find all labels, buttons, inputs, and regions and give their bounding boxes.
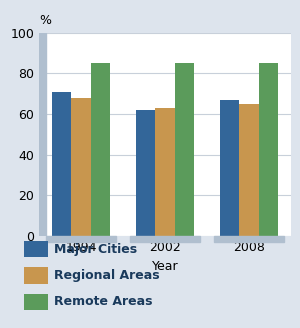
Text: Regional Areas: Regional Areas bbox=[54, 269, 160, 282]
Bar bbox=[155, 108, 175, 236]
X-axis label: Year: Year bbox=[152, 259, 178, 273]
Bar bbox=[39, 33, 46, 236]
Bar bbox=[52, 92, 71, 236]
Bar bbox=[130, 236, 200, 242]
Bar bbox=[71, 98, 91, 236]
Text: Major Cities: Major Cities bbox=[54, 243, 137, 256]
Bar bbox=[220, 100, 239, 236]
Bar bbox=[136, 110, 155, 236]
Bar bbox=[239, 104, 259, 236]
Text: Remote Areas: Remote Areas bbox=[54, 295, 152, 308]
Bar bbox=[214, 236, 284, 242]
Bar bbox=[91, 63, 110, 236]
Bar bbox=[46, 236, 116, 242]
Bar bbox=[175, 63, 194, 236]
Bar bbox=[259, 63, 278, 236]
Text: %: % bbox=[39, 14, 51, 27]
